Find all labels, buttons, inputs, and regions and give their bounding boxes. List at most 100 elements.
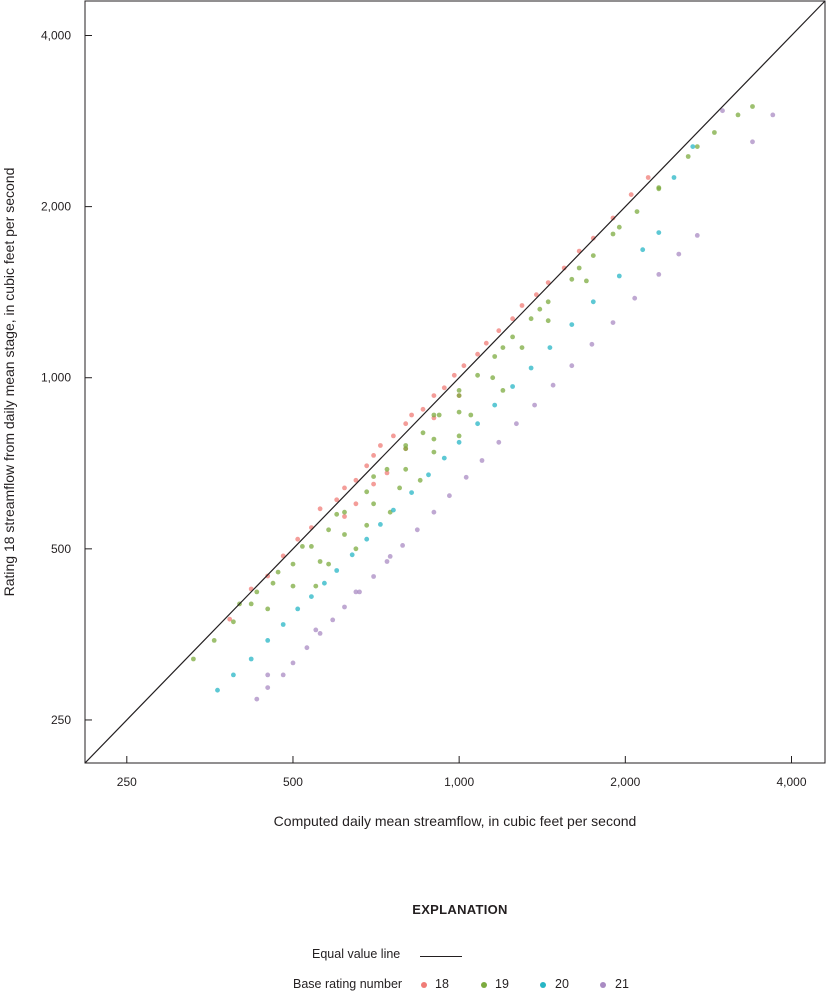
data-point-rating-19 bbox=[610, 231, 616, 237]
data-point-rating-18 bbox=[342, 485, 347, 491]
y-axis-ticks: 250 500 1,000 2,000 4,000 bbox=[41, 29, 92, 727]
data-point-rating-19 bbox=[490, 375, 496, 381]
y-tick-label: 4,000 bbox=[41, 29, 71, 43]
data-point-rating-20 bbox=[215, 687, 220, 693]
data-point-rating-20 bbox=[248, 656, 254, 662]
data-point-rating-19 bbox=[694, 144, 700, 150]
data-point-rating-20 bbox=[671, 175, 677, 180]
data-point-rating-18 bbox=[534, 292, 539, 298]
data-point-rating-20 bbox=[569, 322, 575, 327]
data-point-rating-21 bbox=[384, 559, 390, 564]
data-point-rating-21 bbox=[720, 108, 725, 114]
data-point-rating-19 bbox=[750, 104, 755, 109]
data-point-rating-21 bbox=[447, 493, 452, 499]
data-point-rating-18 bbox=[510, 316, 515, 322]
data-point-rating-18 bbox=[496, 328, 502, 334]
data-point-rating-19 bbox=[317, 559, 323, 564]
data-point-rating-20 bbox=[426, 472, 431, 478]
data-point-rating-19 bbox=[231, 619, 236, 625]
data-point-rating-18 bbox=[342, 514, 347, 519]
data-point-rating-19 bbox=[248, 601, 254, 607]
data-point-rating-20 bbox=[690, 144, 696, 150]
data-point-rating-21 bbox=[569, 363, 575, 369]
data-point-rating-21 bbox=[496, 439, 502, 445]
data-point-rating-20 bbox=[456, 439, 462, 445]
data-point-rating-20 bbox=[616, 273, 622, 279]
data-point-rating-19 bbox=[519, 345, 525, 350]
data-point-rating-20 bbox=[528, 365, 534, 371]
data-point-rating-18 bbox=[353, 477, 359, 483]
data-point-rating-19 bbox=[313, 583, 319, 589]
x-tick-label: 2,000 bbox=[610, 775, 640, 789]
x-tick-label: 4,000 bbox=[776, 775, 806, 789]
data-point-rating-19 bbox=[510, 334, 515, 340]
data-point-rating-19 bbox=[616, 224, 622, 230]
data-point-rating-19 bbox=[300, 544, 305, 549]
data-point-rating-21 bbox=[342, 604, 347, 610]
x-axis-ticks: 250 500 1,000 2,000 4,000 bbox=[117, 756, 807, 789]
data-point-rating-21 bbox=[694, 233, 700, 238]
data-point-rating-18 bbox=[403, 421, 409, 427]
data-point-rating-19 bbox=[545, 299, 551, 305]
data-point-rating-19 bbox=[712, 130, 717, 135]
data-point-rating-20 bbox=[590, 299, 596, 305]
data-point-rating-21 bbox=[610, 320, 616, 325]
y-tick-label: 2,000 bbox=[41, 200, 71, 214]
data-point-rating-18 bbox=[519, 303, 525, 308]
data-point-rating-19 bbox=[290, 561, 296, 567]
data-point-rating-21 bbox=[371, 574, 376, 579]
data-point-rating-21 bbox=[317, 631, 323, 636]
data-point-rating-19 bbox=[334, 511, 340, 517]
data-point-rating-18 bbox=[334, 497, 340, 503]
data-point-rating-19 bbox=[211, 638, 217, 643]
data-point-rating-21 bbox=[532, 402, 537, 408]
data-point-rating-21 bbox=[290, 660, 296, 666]
data-point-rating-20 bbox=[334, 568, 340, 573]
data-point-rating-18 bbox=[590, 235, 596, 241]
data-point-rating-21 bbox=[656, 272, 662, 277]
x-tick-label: 500 bbox=[283, 775, 303, 789]
y-tick-label: 1,000 bbox=[41, 371, 71, 385]
data-point-rating-20 bbox=[280, 622, 286, 627]
data-point-rating-18 bbox=[441, 385, 447, 391]
data-point-rating-18 bbox=[628, 192, 634, 198]
data-point-rating-19 bbox=[270, 580, 276, 586]
data-point-rating-19 bbox=[500, 388, 506, 393]
data-point-rating-18 bbox=[451, 372, 457, 378]
y-axis-title: Rating 18 streamflow from daily mean sta… bbox=[1, 168, 17, 597]
data-point-rating-19 bbox=[403, 466, 409, 472]
data-point-rating-18 bbox=[391, 433, 396, 439]
data-point-rating-18 bbox=[431, 393, 437, 398]
data-point-rating-21 bbox=[254, 696, 260, 702]
data-point-rating-19 bbox=[417, 477, 423, 483]
data-point-rating-21 bbox=[589, 341, 595, 347]
data-point-rating-19 bbox=[371, 501, 376, 507]
data-point-rating-21 bbox=[330, 617, 336, 623]
data-point-rating-20 bbox=[231, 672, 236, 678]
data-point-rating-20 bbox=[409, 490, 414, 495]
data-point-rating-21 bbox=[265, 685, 271, 690]
data-point-rating-19 bbox=[576, 265, 582, 271]
data-point-rating-21 bbox=[770, 112, 776, 118]
data-point-rating-19 bbox=[500, 345, 506, 350]
data-point-rating-21 bbox=[357, 589, 362, 595]
data-point-rating-18 bbox=[364, 463, 370, 469]
data-point-rating-20 bbox=[492, 402, 498, 408]
data-point-rating-18 bbox=[371, 481, 376, 487]
data-point-rating-20 bbox=[349, 552, 355, 558]
data-point-rating-18 bbox=[384, 470, 390, 476]
equal-value-line bbox=[84, 0, 826, 764]
data-point-rating-19 bbox=[475, 372, 480, 378]
data-point-rating-19 bbox=[456, 388, 462, 393]
data-point-rating-19 bbox=[468, 412, 474, 418]
x-axis-title: Computed daily mean streamflow, in cubic… bbox=[274, 813, 637, 829]
data-point-rating-20 bbox=[441, 455, 447, 461]
data-point-rating-19 bbox=[254, 589, 260, 595]
data-point-rating-20 bbox=[364, 536, 370, 542]
data-point-rating-21 bbox=[463, 474, 469, 480]
data-point-rating-20 bbox=[640, 247, 646, 253]
data-point-rating-18 bbox=[610, 215, 616, 221]
data-point-rating-18 bbox=[461, 363, 467, 369]
data-point-rating-19 bbox=[528, 316, 534, 322]
